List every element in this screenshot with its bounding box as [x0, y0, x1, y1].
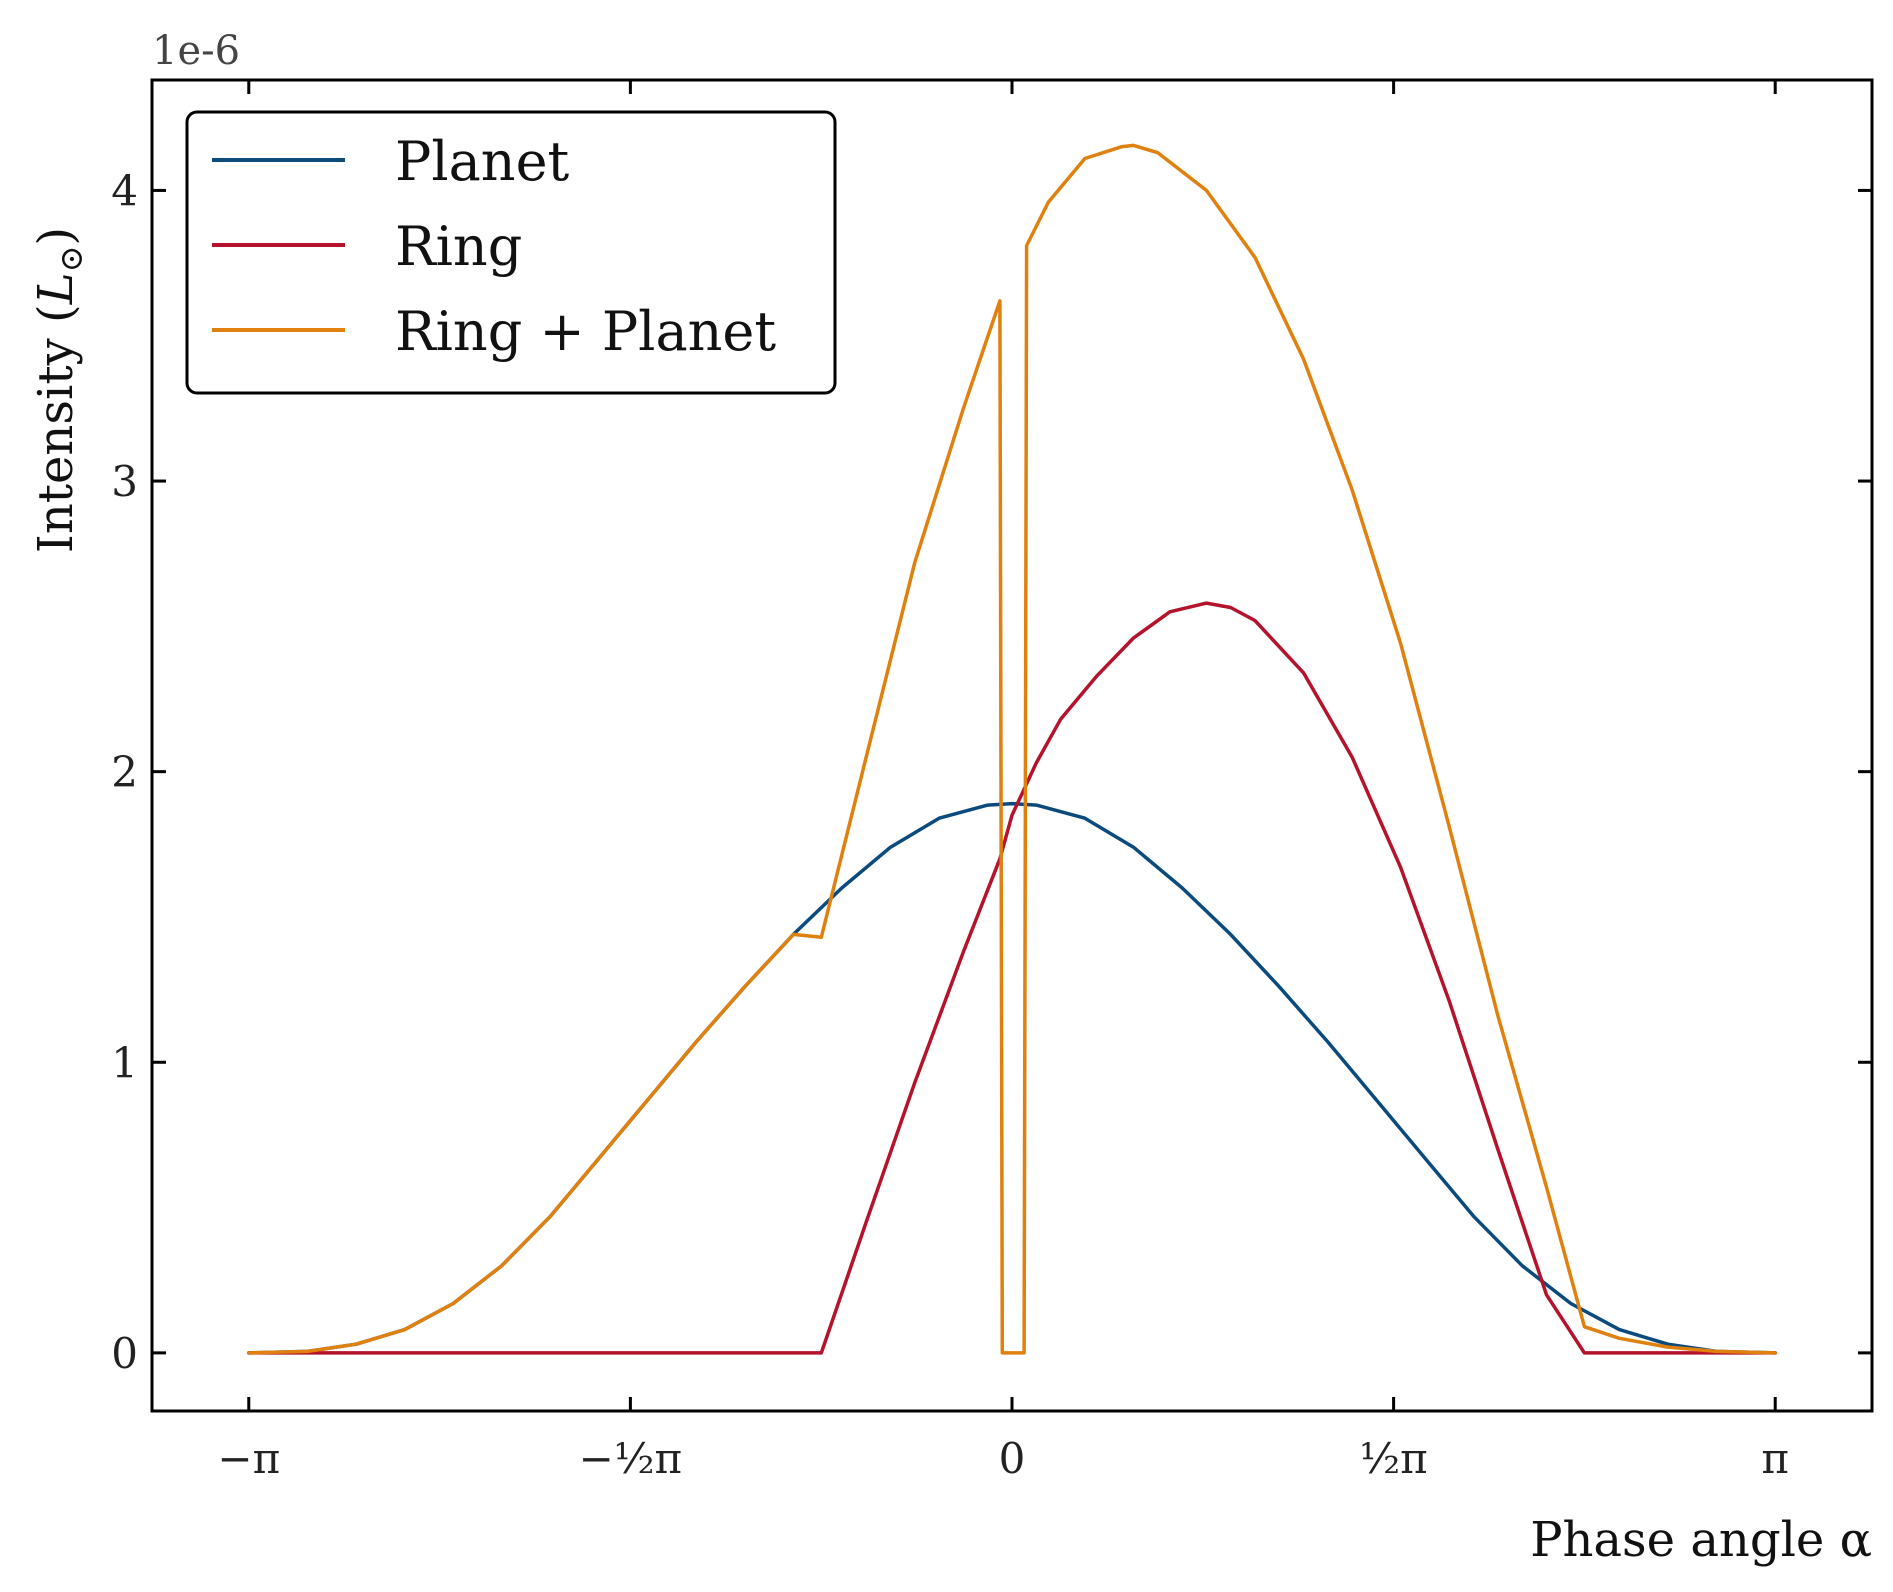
series-line-ring: [247, 601, 1777, 1355]
x-tick-label: −½π: [579, 1434, 683, 1483]
y-tick-label: 0: [111, 1329, 138, 1378]
legend-label-planet: Planet: [395, 130, 570, 193]
y-axis-title-suffix: ): [28, 227, 84, 246]
x-axis-ticks: −π −½π 0 ½π π: [217, 80, 1789, 1483]
y-axis-ticks: 0 1 2 3 4: [111, 166, 1872, 1378]
y-axis-title: Intensity (L⊙): [28, 227, 90, 553]
y-offset-text: 1e-6: [152, 28, 240, 74]
series-layer: [247, 143, 1777, 1355]
series-line-planet: [247, 801, 1777, 1355]
y-tick-label: 2: [111, 748, 138, 797]
y-tick-label: 4: [111, 166, 138, 215]
y-axis-title-subscript: ⊙: [52, 246, 90, 273]
y-axis-title-symbol: L: [28, 272, 84, 305]
x-tick-label: −π: [217, 1434, 280, 1483]
x-tick-label: 0: [999, 1434, 1026, 1483]
y-axis-title-prefix: Intensity (: [28, 304, 84, 553]
x-tick-label: ½π: [1359, 1434, 1427, 1483]
y-tick-label: 3: [111, 457, 138, 506]
legend-box: [185, 110, 837, 395]
legend-label-ring-plus-planet: Ring + Planet: [395, 300, 776, 363]
series-line-ring-planet: [247, 143, 1777, 1355]
legend: Planet Ring Ring + Planet: [185, 110, 837, 395]
y-tick-label: 1: [111, 1038, 138, 1087]
legend-label-ring: Ring: [395, 215, 522, 278]
x-axis-title: Phase angle α: [1530, 1512, 1872, 1568]
x-tick-label: π: [1761, 1434, 1789, 1483]
